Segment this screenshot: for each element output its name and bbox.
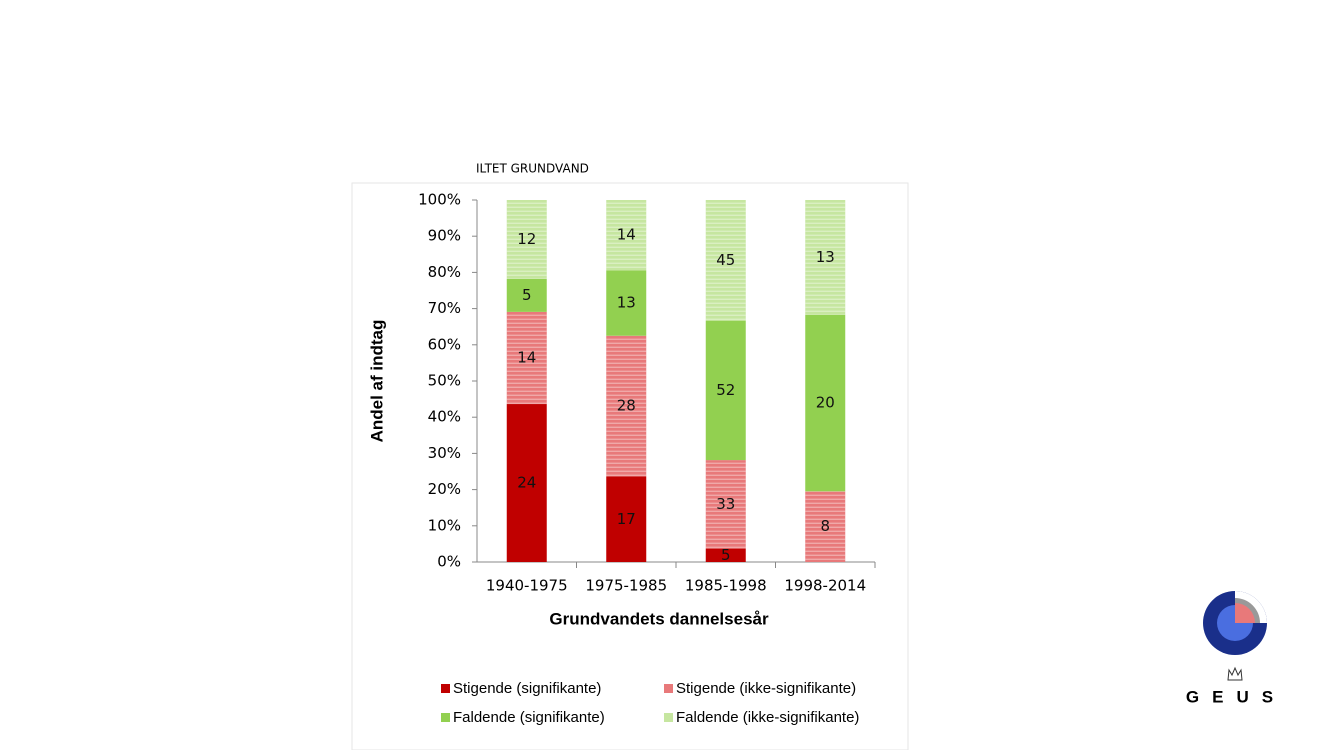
- bar-segment: [506, 278, 547, 312]
- value-label: 13: [816, 248, 835, 266]
- y-tick-label: 50%: [428, 372, 461, 390]
- logo-blue: [1217, 605, 1253, 641]
- bar-hatch: [705, 200, 746, 321]
- bar-hatch: [705, 460, 746, 549]
- legend-label: Faldende (ikke-signifikante): [676, 709, 859, 726]
- y-tick-label: 80%: [428, 263, 461, 281]
- value-label: 12: [517, 230, 536, 248]
- y-tick-label: 0%: [437, 553, 461, 571]
- bar-hatch: [805, 491, 846, 562]
- legend-swatch: [441, 713, 450, 722]
- logo-text: GEUS: [1186, 687, 1286, 706]
- value-label: 17: [617, 510, 636, 528]
- value-label: 13: [617, 294, 636, 312]
- legend-swatch: [664, 713, 673, 722]
- bar-hatch: [606, 335, 647, 477]
- x-tick-label: 1940-1975: [486, 577, 568, 595]
- bar-hatch: [606, 200, 647, 271]
- value-label: 45: [716, 251, 735, 269]
- value-label: 33: [716, 495, 735, 513]
- x-tick-label: 1998-2014: [784, 577, 866, 595]
- bar-segment: [606, 476, 647, 562]
- logo-crown: [1227, 666, 1243, 681]
- value-label: 24: [517, 474, 536, 492]
- y-tick-label: 100%: [418, 191, 461, 209]
- x-tick-label: 1985-1998: [685, 577, 767, 595]
- bar-segment: [705, 320, 746, 461]
- bar-segment: [506, 404, 547, 562]
- value-label: 20: [816, 394, 835, 412]
- x-axis-title: Grundvandets dannelsesår: [549, 609, 769, 628]
- y-tick-label: 10%: [428, 516, 461, 534]
- logo: GEUS: [1186, 591, 1286, 706]
- y-tick-label: 90%: [428, 227, 461, 245]
- legend-label: Faldende (signifikante): [453, 709, 605, 726]
- value-label: 8: [820, 517, 830, 535]
- y-tick-label: 60%: [428, 335, 461, 353]
- bar-hatch: [805, 200, 846, 315]
- value-label: 14: [617, 226, 636, 244]
- y-tick-label: 70%: [428, 299, 461, 317]
- bar-segment: [606, 270, 647, 336]
- bar-hatch: [506, 200, 547, 279]
- bar-segment: [705, 548, 746, 562]
- value-label: 14: [517, 348, 536, 366]
- value-label: 52: [716, 381, 735, 399]
- chart-title: ILTET GRUNDVAND: [476, 162, 589, 176]
- y-tick-label: 40%: [428, 408, 461, 426]
- y-tick-label: 20%: [428, 480, 461, 498]
- legend-label: Stigende (ikke-signifikante): [676, 680, 856, 697]
- legend-swatch: [441, 684, 450, 693]
- logo-red: [1235, 603, 1255, 623]
- legend-label: Stigende (signifikante): [453, 680, 601, 697]
- legend-swatch: [664, 684, 673, 693]
- value-label: 28: [617, 397, 636, 415]
- bar-segment: [805, 314, 846, 492]
- x-tick-label: 1975-1985: [585, 577, 667, 595]
- y-tick-label: 30%: [428, 444, 461, 462]
- value-label: 5: [522, 286, 532, 304]
- bar-hatch: [506, 311, 547, 405]
- value-label: 5: [721, 546, 731, 564]
- y-axis-title: Andel af indtag: [367, 320, 386, 443]
